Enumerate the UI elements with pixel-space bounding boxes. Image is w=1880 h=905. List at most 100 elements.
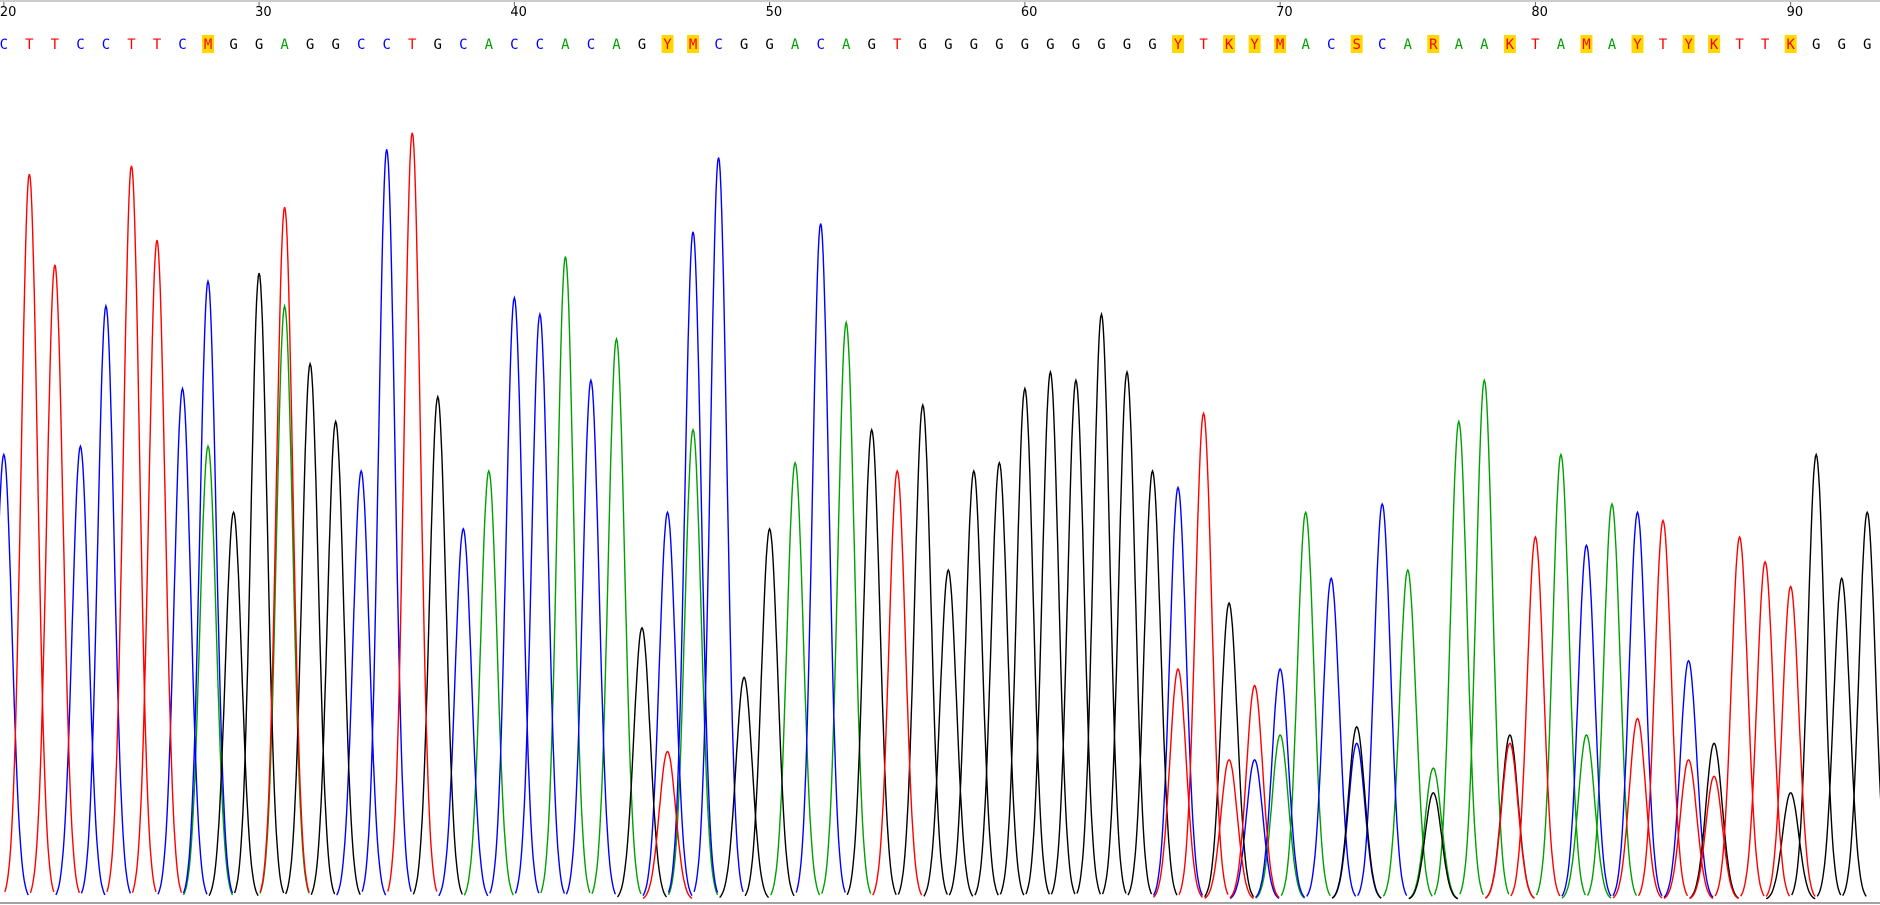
peak bbox=[182, 278, 234, 894]
ambiguity-highlight bbox=[1708, 35, 1721, 53]
peak bbox=[1663, 758, 1714, 900]
peak bbox=[1765, 585, 1816, 897]
base-call: T bbox=[1531, 37, 1540, 53]
peak bbox=[514, 311, 566, 894]
peak bbox=[1740, 560, 1791, 897]
peak bbox=[387, 132, 438, 892]
base-call: A bbox=[1608, 37, 1617, 53]
base-call: C bbox=[714, 37, 722, 53]
ambiguity-highlight bbox=[1172, 35, 1185, 53]
base-call: C bbox=[510, 37, 518, 53]
ambiguity-highlight bbox=[1274, 35, 1287, 53]
base-call: G bbox=[919, 37, 927, 53]
peak bbox=[1331, 742, 1382, 899]
peak bbox=[4, 173, 55, 893]
ambiguity-highlight bbox=[661, 35, 674, 53]
peak bbox=[591, 336, 642, 895]
peak bbox=[744, 527, 795, 897]
base-call: G bbox=[1072, 37, 1080, 53]
peak bbox=[1433, 419, 1484, 895]
base-call: A bbox=[485, 37, 494, 53]
base-call: A bbox=[842, 37, 851, 53]
peak bbox=[259, 206, 310, 893]
base-call: A bbox=[1455, 37, 1464, 53]
position-label: 70 bbox=[1276, 5, 1293, 20]
peak bbox=[1306, 576, 1357, 897]
base-call: A bbox=[280, 37, 289, 53]
peak bbox=[1382, 568, 1433, 897]
ambiguity-highlight bbox=[202, 35, 215, 53]
peak bbox=[1459, 378, 1510, 895]
ambiguity-highlight bbox=[1248, 35, 1261, 53]
ambiguity-highlight bbox=[1503, 35, 1516, 53]
base-call: G bbox=[306, 37, 314, 53]
base-call: C bbox=[76, 37, 84, 53]
peak bbox=[1408, 767, 1459, 900]
peak bbox=[1255, 734, 1306, 899]
peak bbox=[1816, 576, 1867, 897]
peak bbox=[693, 157, 744, 893]
peak bbox=[540, 256, 591, 894]
peak bbox=[361, 149, 412, 892]
peak bbox=[1612, 510, 1663, 897]
base-call: C bbox=[1378, 37, 1386, 53]
base-call: G bbox=[867, 37, 875, 53]
base-call: M bbox=[1582, 37, 1590, 53]
position-label: 90 bbox=[1787, 5, 1804, 20]
base-call: M bbox=[204, 37, 212, 53]
peak bbox=[719, 676, 770, 898]
trace-C bbox=[0, 149, 1714, 899]
peak bbox=[208, 510, 259, 897]
peak bbox=[821, 319, 872, 894]
base-call: K bbox=[1225, 37, 1234, 53]
peak bbox=[1357, 502, 1408, 896]
peak bbox=[667, 427, 719, 896]
position-label: 80 bbox=[1531, 5, 1548, 20]
peak bbox=[1408, 791, 1459, 900]
base-call: C bbox=[816, 37, 824, 53]
base-call: C bbox=[178, 37, 186, 53]
peak bbox=[1204, 601, 1255, 898]
peak bbox=[872, 469, 923, 896]
base-call: C bbox=[587, 37, 595, 53]
base-call: T bbox=[1199, 37, 1208, 53]
base-call: Y bbox=[1250, 37, 1259, 53]
base-call: K bbox=[1506, 37, 1515, 53]
base-call: C bbox=[0, 37, 8, 53]
base-call: C bbox=[459, 37, 467, 53]
base-call: C bbox=[536, 37, 544, 53]
peak bbox=[1842, 510, 1880, 897]
base-call: G bbox=[970, 37, 978, 53]
base-call: G bbox=[1123, 37, 1131, 53]
base-call: C bbox=[102, 37, 110, 53]
peak bbox=[284, 361, 336, 895]
base-call: S bbox=[1352, 37, 1360, 53]
base-call: T bbox=[25, 37, 34, 53]
base-call: T bbox=[1659, 37, 1668, 53]
peak bbox=[1561, 543, 1612, 897]
base-call: A bbox=[1480, 37, 1489, 53]
peak bbox=[80, 303, 132, 894]
peak bbox=[1229, 684, 1280, 899]
peak bbox=[1510, 535, 1561, 897]
peak bbox=[769, 460, 821, 896]
base-call: A bbox=[1301, 37, 1310, 53]
base-call: G bbox=[229, 37, 237, 53]
base-call: G bbox=[765, 37, 773, 53]
base-call: T bbox=[153, 37, 162, 53]
peak bbox=[412, 394, 463, 895]
base-call: M bbox=[1276, 37, 1284, 53]
base-call: G bbox=[638, 37, 646, 53]
ambiguity-highlight bbox=[687, 35, 700, 53]
base-call: K bbox=[1710, 37, 1719, 53]
peak bbox=[1663, 659, 1714, 898]
peak bbox=[157, 386, 208, 895]
base-call: A bbox=[561, 37, 570, 53]
base-call: M bbox=[689, 37, 697, 53]
trace-A bbox=[182, 256, 1638, 900]
position-label: 50 bbox=[766, 5, 783, 20]
base-call: A bbox=[1557, 37, 1566, 53]
base-call: T bbox=[408, 37, 417, 53]
peak bbox=[233, 272, 285, 894]
